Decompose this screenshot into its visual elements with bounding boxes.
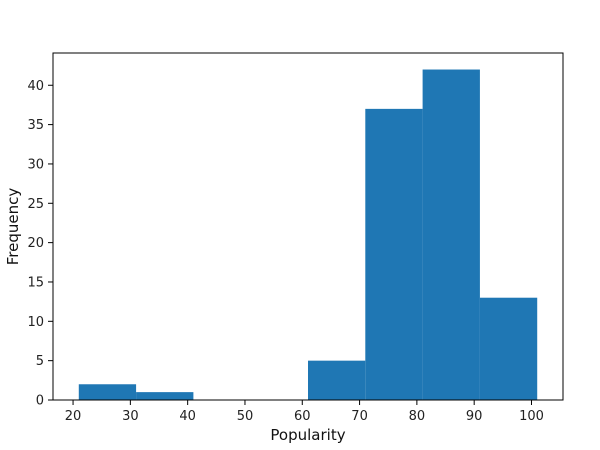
y-tick-label: 10 [27, 315, 44, 330]
y-tick-label: 35 [27, 118, 44, 133]
x-tick-label: 70 [351, 409, 368, 424]
histogram-bar-6 [422, 69, 480, 401]
y-axis-label: Frequency [4, 188, 22, 266]
plot-area-frame [52, 52, 564, 401]
y-tick-label: 25 [27, 197, 44, 212]
x-axis-label: Popularity [270, 426, 345, 444]
x-tick-label: 20 [65, 409, 82, 424]
histogram-bar-4 [308, 360, 366, 400]
histogram-bar-1 [136, 392, 194, 400]
x-tick-label: 80 [409, 409, 426, 424]
x-tick-label: 50 [237, 409, 254, 424]
histogram-bar-0 [78, 384, 137, 400]
x-tick-label: 30 [122, 409, 139, 424]
y-tick-label: 40 [27, 79, 44, 94]
y-axis-ticks: 0 5 10 15 20 25 30 35 40 [27, 79, 53, 409]
y-tick-label: 20 [27, 236, 44, 251]
x-tick-label: 60 [294, 409, 311, 424]
x-axis-ticks: 20 30 40 50 60 70 80 90 100 [65, 400, 544, 424]
y-tick-label: 5 [36, 354, 44, 369]
x-tick-label: 100 [519, 409, 544, 424]
x-tick-label: 90 [466, 409, 483, 424]
histogram-bar-7 [479, 297, 538, 400]
y-tick-label: 0 [36, 394, 44, 409]
y-tick-label: 30 [27, 157, 44, 172]
y-tick-label: 15 [27, 275, 44, 290]
x-tick-label: 40 [179, 409, 196, 424]
histogram-bar-5 [365, 108, 423, 400]
bars-layer [78, 69, 538, 401]
